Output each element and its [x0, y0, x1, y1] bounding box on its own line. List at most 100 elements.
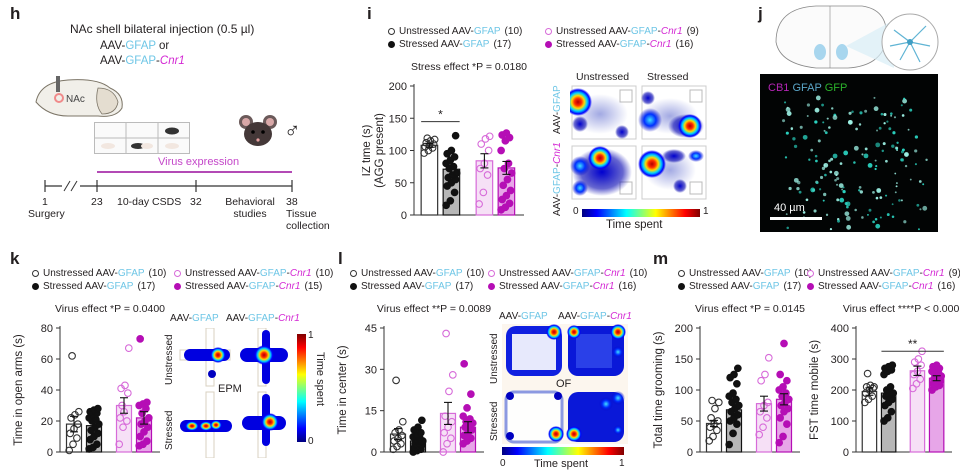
- gfap-punctum: [786, 226, 789, 230]
- heat-k-col-gfap: AAV-GFAP: [170, 313, 219, 324]
- data-point-sg: [732, 395, 740, 404]
- gfap-punctum: [821, 166, 826, 171]
- gfap-punctum: [883, 122, 886, 125]
- y-tick-label: 100: [675, 385, 693, 397]
- gfap-punctum: [898, 199, 901, 202]
- data-point-sc: [143, 398, 151, 407]
- legend-m-left: Unstressed AAV-GFAP(10) Stressed AAV-GFA…: [678, 267, 812, 293]
- gfap-punctum: [824, 173, 827, 177]
- gfap-punctum: [845, 201, 851, 207]
- data-point-ug: [708, 396, 716, 405]
- y-tick-label: 45: [365, 323, 377, 335]
- colorbar-k-min: 0: [308, 436, 314, 447]
- chart-m-grooming: Virus effect *P = 0.0145 Total time groom…: [653, 303, 805, 459]
- gfap-punctum: [821, 103, 824, 107]
- gfap-punctum: [895, 146, 899, 150]
- gfap-punctum: [922, 205, 928, 211]
- data-point-ug: [69, 440, 77, 449]
- data-point-sg: [887, 407, 896, 416]
- data-point-sg: [442, 201, 450, 210]
- mouse-face-icon: [239, 115, 277, 146]
- heat-i-col-stressed: Stressed: [647, 71, 689, 83]
- gfap-punctum: [839, 162, 843, 165]
- legend-i-left: Unstressed AAV- GFAP (10) Stressed AAV- GFA…: [388, 25, 522, 51]
- data-point-uc: [756, 407, 765, 416]
- data-point-uc: [908, 384, 917, 393]
- data-point-ug: [395, 426, 403, 434]
- gfap-punctum: [922, 183, 925, 186]
- heatmap-i: [570, 85, 707, 200]
- cnr1-text: Cnr1: [159, 55, 185, 67]
- data-point-uc: [916, 375, 925, 383]
- data-point-uc: [761, 370, 769, 379]
- gfap-punctum: [822, 199, 825, 202]
- data-point-sg: [733, 379, 741, 388]
- gfap-punctum: [828, 126, 831, 129]
- data-point-ug: [423, 134, 432, 143]
- gfap-punctum: [914, 149, 918, 153]
- gfap-punctum: [836, 177, 840, 181]
- male-symbol-icon: ♂: [284, 118, 301, 143]
- gfap-punctum: [885, 159, 888, 163]
- data-point-ug: [870, 383, 878, 391]
- chart-title: Virus effect *P = 0.0145: [695, 303, 805, 315]
- gfap-punctum: [888, 127, 892, 131]
- injection-title: NAc shell bilateral injection (0.5 µl): [70, 22, 255, 36]
- gfap-punctum: [875, 165, 878, 168]
- data-point-sg: [451, 131, 460, 140]
- cb1-label: CB1: [768, 82, 790, 94]
- data-point-ug: [868, 392, 877, 401]
- data-point-ug: [714, 398, 723, 407]
- gfap-punctum: [872, 220, 875, 224]
- virus-expression-bar: [97, 171, 292, 173]
- of-label: OF: [556, 378, 572, 390]
- heat-k-col-cnr1: AAV-GFAP-Cnr1: [226, 313, 300, 324]
- epm-unstressed-cnr1: [240, 328, 288, 387]
- gfap-punctum: [845, 216, 851, 221]
- data-point-sg: [733, 420, 741, 428]
- gfap-punctum: [892, 131, 896, 135]
- stain-labels: CB1 GFAP GFP: [768, 82, 847, 94]
- gfap-punctum: [885, 194, 888, 197]
- syringe-icon: [56, 76, 60, 92]
- gfap-punctum: [799, 125, 803, 129]
- heat-k-row-unstressed: Unstressed: [164, 334, 175, 385]
- gfap-punctum: [881, 149, 885, 153]
- gfap-punctum: [879, 216, 882, 219]
- y-tick-label: 0: [401, 210, 407, 222]
- gfap-punctum: [810, 148, 814, 152]
- gfap-punctum: [874, 159, 877, 162]
- gfap-punctum: [858, 186, 862, 189]
- gfap-punctum: [890, 114, 893, 117]
- data-point-uc: [484, 146, 493, 155]
- construct-line-1: AAV-GFAP or: [100, 40, 169, 52]
- gfap-punctum: [891, 144, 895, 148]
- data-point-ug: [421, 142, 430, 151]
- chart-title: Stress effect *P = 0.0180: [411, 61, 527, 73]
- gfap-punctum: [846, 224, 852, 230]
- gfap-punctum: [815, 95, 821, 101]
- gfap-punctum: [806, 115, 809, 117]
- data-point-uc: [448, 370, 457, 379]
- gfap-punctum: [902, 98, 907, 104]
- nac-target-icon: [54, 93, 64, 103]
- gfap-punctum: [854, 208, 857, 212]
- y-tick-label: 15: [365, 406, 377, 418]
- microscopy-image: CB1 GFAP GFP 40 µm: [760, 74, 938, 232]
- gfap-punctum: [837, 219, 841, 223]
- data-point-ug: [392, 376, 400, 385]
- gfap-punctum: [894, 172, 897, 175]
- gfap-punctum: [832, 115, 838, 120]
- gfap-punctum: [874, 167, 877, 171]
- data-point-sc: [784, 395, 793, 404]
- significance-stars: *: [438, 108, 443, 122]
- data-point-ug: [73, 420, 82, 428]
- gfap-punctum: [859, 111, 863, 115]
- gfap-text: GFAP: [125, 55, 157, 67]
- n-sc: (16): [675, 39, 694, 50]
- gfap-punctum: [878, 126, 882, 130]
- data-point-uc: [479, 188, 488, 197]
- data-point-sc: [775, 438, 784, 447]
- panel-letter-l: l: [338, 249, 343, 268]
- data-point-sg: [447, 146, 456, 155]
